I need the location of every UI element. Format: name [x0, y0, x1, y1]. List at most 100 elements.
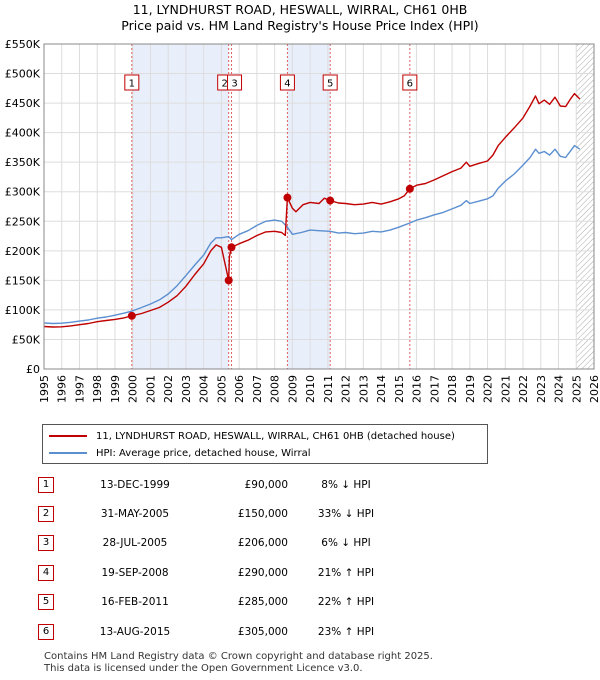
table-row: 1 13-DEC-1999 £90,000 8% ↓ HPI — [38, 470, 396, 499]
x-tick-label: 2004 — [198, 375, 211, 403]
y-tick-label: £500K — [5, 68, 41, 81]
x-tick-label: 2022 — [517, 375, 530, 403]
annotation-box-5: 5 — [322, 74, 338, 91]
annotation-box-frame — [124, 74, 140, 91]
transaction-price: £305,000 — [237, 625, 288, 638]
x-tick-label: 2026 — [588, 375, 600, 403]
forecast-hatch — [576, 44, 594, 369]
table-row: 3 28-JUL-2005 £206,000 6% ↓ HPI — [38, 529, 396, 558]
x-tick-label: 2010 — [304, 375, 317, 403]
transaction-price: £90,000 — [244, 478, 288, 491]
annotation-box-3: 3 — [227, 74, 243, 91]
sale-point-5 — [326, 196, 335, 205]
plot-frame — [43, 43, 595, 370]
annotation-box-frame — [227, 74, 243, 91]
footer-line-2: This data is licensed under the Open Gov… — [44, 663, 363, 674]
sale-point-4 — [283, 193, 292, 202]
y-tick-label: £150K — [5, 274, 41, 287]
x-tick-label: 2021 — [499, 375, 512, 403]
annotation-box-label: 2 — [222, 79, 228, 90]
annotation-box-label: 6 — [407, 79, 413, 90]
shaded-period-1 — [131, 44, 229, 369]
x-tick-label: 1997 — [73, 375, 86, 403]
x-tick-label: 2000 — [127, 375, 140, 403]
annotation-box-frame — [322, 74, 338, 91]
y-tick-label: £250K — [5, 215, 41, 228]
table-row: 2 31-MAY-2005 £150,000 33% ↓ HPI — [38, 499, 396, 528]
transaction-hpi-diff: 33% ↓ HPI — [317, 508, 375, 521]
y-tick-label: £300K — [5, 186, 41, 199]
sale-point-1 — [127, 311, 136, 320]
legend-swatch-hpi — [49, 452, 87, 454]
series-property-line — [43, 92, 581, 328]
x-tick-label: 2014 — [375, 375, 388, 403]
transaction-date: 28-JUL-2005 — [102, 537, 168, 550]
sale-point-3 — [227, 243, 236, 252]
footer: Contains HM Land Registry data © Crown c… — [44, 651, 433, 675]
x-tick-label: 2007 — [251, 375, 264, 403]
transaction-date: 13-DEC-1999 — [100, 478, 170, 491]
annotation-box-label: 4 — [284, 79, 290, 90]
title-line-2: Price paid vs. HM Land Registry's House … — [121, 18, 479, 33]
x-tick-label: 2008 — [269, 375, 282, 403]
table-row: 6 13-AUG-2015 £305,000 23% ↑ HPI — [38, 617, 396, 646]
x-tick-label: 2012 — [340, 375, 353, 403]
transaction-price: £285,000 — [237, 596, 288, 609]
legend-item-property: 11, LYNDHURST ROAD, HESWALL, WIRRAL, CH6… — [49, 429, 455, 443]
x-tick-label: 2017 — [428, 375, 441, 403]
x-tick-label: 2013 — [357, 375, 370, 403]
transaction-price: £290,000 — [237, 566, 288, 579]
transaction-price: £206,000 — [237, 537, 288, 550]
x-tick-label: 1999 — [109, 375, 122, 403]
sale-point-6 — [405, 184, 414, 193]
transaction-number: 5 — [38, 594, 54, 611]
x-tick-label: 2002 — [162, 375, 175, 403]
x-tick-label: 1998 — [91, 375, 104, 403]
annotation-box-frame — [402, 74, 418, 91]
sale-point-2 — [224, 276, 233, 285]
annotation-box-6: 6 — [402, 74, 418, 91]
legend-item-hpi: HPI: Average price, detached house, Wirr… — [49, 446, 311, 460]
x-tick-label: 2003 — [180, 375, 193, 403]
transaction-price: £150,000 — [237, 508, 288, 521]
annotation-box-1: 1 — [124, 74, 140, 91]
y-tick-label: £200K — [5, 245, 41, 258]
annotation-box-label: 3 — [231, 79, 237, 90]
transaction-date: 19-SEP-2008 — [101, 566, 169, 579]
transaction-hpi-diff: 23% ↑ HPI — [317, 625, 375, 638]
legend-label-hpi: HPI: Average price, detached house, Wirr… — [96, 447, 311, 459]
x-tick-label: 2011 — [322, 375, 335, 403]
x-tick-label: 2019 — [464, 375, 477, 403]
x-tick-label: 2001 — [144, 375, 157, 403]
x-tick-label: 2009 — [286, 375, 299, 403]
transaction-number: 1 — [38, 476, 54, 493]
transaction-number: 4 — [38, 564, 54, 581]
y-tick-label: £350K — [5, 156, 41, 169]
chart-title: 11, LYNDHURST ROAD, HESWALL, WIRRAL, CH6… — [0, 2, 600, 34]
transaction-date: 16-FEB-2011 — [101, 596, 169, 609]
legend-label-property: 11, LYNDHURST ROAD, HESWALL, WIRRAL, CH6… — [96, 430, 455, 442]
x-tick-label: 2020 — [482, 375, 495, 403]
transaction-number: 2 — [38, 506, 54, 523]
x-tick-label: 2015 — [393, 375, 406, 403]
table-row: 4 19-SEP-2008 £290,000 21% ↑ HPI — [38, 558, 396, 587]
x-tick-label: 2024 — [553, 375, 566, 403]
x-tick-label: 2023 — [535, 375, 548, 403]
annotation-box-label: 5 — [327, 79, 333, 90]
annotation-box-4: 4 — [279, 74, 295, 91]
table-row: 5 16-FEB-2011 £285,000 22% ↑ HPI — [38, 588, 396, 617]
annotation-box-frame — [279, 74, 295, 91]
footer-line-1: Contains HM Land Registry data © Crown c… — [44, 651, 433, 662]
series-hpi-line — [43, 144, 581, 325]
y-tick-label: £100K — [5, 304, 41, 317]
x-tick-label: 2025 — [570, 375, 583, 403]
x-tick-label: 2006 — [233, 375, 246, 403]
x-tick-label: 1995 — [38, 375, 51, 403]
y-tick-label: £450K — [5, 97, 41, 110]
shaded-period-2 — [287, 44, 331, 369]
x-tick-label: 1996 — [56, 375, 69, 403]
title-line-1: 11, LYNDHURST ROAD, HESWALL, WIRRAL, CH6… — [132, 2, 468, 17]
price-chart: £0 £50K £100K £150K £200K £250K £300K £350K £400… — [5, 38, 600, 403]
y-tick-label: £550K — [5, 38, 41, 51]
transaction-date: 31-MAY-2005 — [100, 508, 170, 521]
